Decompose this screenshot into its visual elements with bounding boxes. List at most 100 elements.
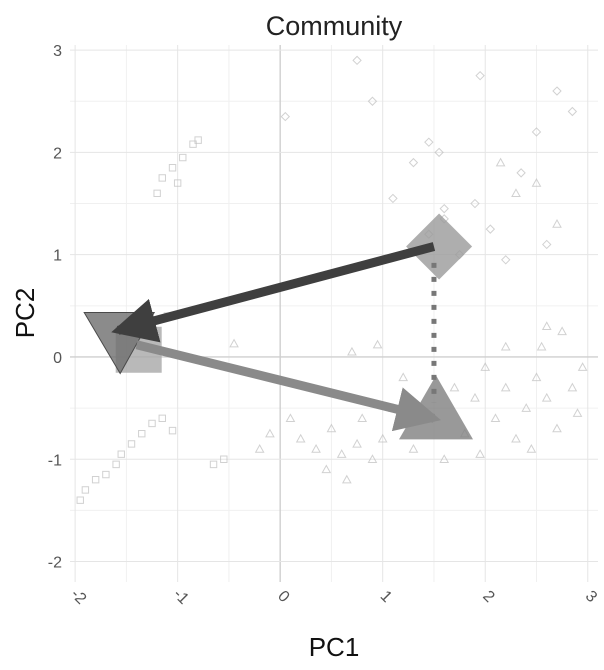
- point-square: [153, 189, 161, 198]
- point-triangle: [285, 413, 296, 423]
- point-triangle: [321, 464, 332, 474]
- point-diamond: [475, 70, 485, 81]
- point-triangle: [341, 474, 352, 484]
- chart-title: Community: [266, 11, 403, 41]
- point-square: [117, 450, 125, 458]
- point-triangle: [526, 443, 537, 453]
- point-square: [112, 460, 120, 469]
- point-square: [168, 164, 177, 172]
- point-triangle: [357, 413, 368, 423]
- point-square: [168, 426, 177, 435]
- point-triangle: [408, 443, 419, 453]
- point-triangle: [311, 443, 321, 453]
- point-square: [148, 419, 156, 428]
- point-triangle: [367, 454, 378, 463]
- point-square: [220, 455, 228, 463]
- y-tick-label: -1: [48, 452, 62, 469]
- point-diamond: [485, 224, 496, 234]
- point-square: [209, 460, 218, 469]
- point-square: [189, 140, 197, 148]
- point-triangle: [541, 392, 552, 402]
- point-triangle: [254, 443, 265, 453]
- x-tick-label: 3: [582, 588, 600, 606]
- point-diamond: [367, 96, 378, 106]
- point-square: [173, 179, 182, 187]
- point-triangle: [495, 157, 506, 167]
- point-triangle: [500, 341, 511, 351]
- centroid-triangle-up: [399, 375, 474, 440]
- point-square: [194, 136, 202, 144]
- y-axis-title: PC2: [10, 288, 40, 339]
- centroid-diamond: [406, 213, 473, 280]
- point-triangle: [265, 428, 275, 438]
- point-diamond: [434, 147, 444, 158]
- point-diamond: [542, 239, 552, 250]
- point-square: [102, 470, 110, 479]
- x-axis-ticks: -2 -1 0 1 2 3: [67, 586, 600, 608]
- y-tick-label: 1: [53, 248, 62, 265]
- point-triangle: [480, 362, 491, 371]
- point-square: [138, 429, 146, 438]
- point-square: [127, 440, 136, 448]
- point-triangle: [557, 326, 567, 336]
- trajectory-arrow: [111, 242, 436, 343]
- point-triangle: [372, 339, 383, 349]
- point-diamond: [408, 157, 419, 168]
- point-triangle: [531, 372, 542, 382]
- point-diamond: [531, 127, 542, 137]
- point-triangle: [552, 218, 562, 228]
- y-axis-ticks: -2 -1 0 1 2 3: [48, 43, 62, 571]
- trajectory-arrows: [111, 242, 441, 432]
- point-diamond: [501, 255, 511, 265]
- y-tick-label: -2: [48, 555, 62, 572]
- x-tick-label: 0: [274, 588, 292, 606]
- point-diamond: [470, 198, 480, 209]
- point-triangle: [449, 382, 460, 392]
- point-square: [158, 174, 166, 182]
- point-triangle: [511, 188, 521, 198]
- x-tick-label: 1: [377, 588, 395, 606]
- observation-points: [76, 55, 588, 504]
- point-triangle: [347, 346, 357, 356]
- point-triangle: [470, 392, 480, 402]
- point-triangle: [577, 362, 588, 371]
- point-triangle: [229, 338, 239, 348]
- point-triangle: [398, 372, 409, 382]
- point-triangle: [475, 449, 485, 458]
- point-square: [91, 476, 100, 484]
- point-square: [179, 153, 187, 162]
- x-tick-label: -2: [67, 586, 89, 608]
- point-triangle: [439, 454, 450, 463]
- point-diamond: [439, 203, 449, 214]
- point-triangle: [490, 413, 501, 423]
- point-diamond: [552, 86, 562, 96]
- y-tick-label: 2: [53, 145, 62, 162]
- point-triangle: [536, 341, 547, 351]
- point-diamond: [516, 168, 526, 178]
- point-triangle: [336, 449, 347, 458]
- point-triangle: [326, 423, 337, 433]
- point-diamond: [388, 193, 398, 204]
- point-triangle: [572, 408, 583, 417]
- point-diamond: [280, 111, 291, 122]
- point-diamond: [352, 55, 362, 66]
- point-triangle: [567, 382, 578, 392]
- point-triangle: [352, 438, 362, 448]
- point-triangle: [500, 382, 511, 392]
- x-axis-title: PC1: [309, 632, 360, 662]
- point-triangle: [552, 423, 562, 433]
- trajectory-arrow: [135, 340, 441, 432]
- point-square: [158, 414, 166, 423]
- y-tick-label: 0: [53, 350, 62, 367]
- point-triangle: [295, 433, 306, 443]
- point-triangle: [377, 433, 388, 443]
- y-tick-label: 3: [53, 43, 62, 60]
- x-tick-label: 2: [479, 588, 497, 606]
- point-triangle: [511, 433, 521, 443]
- grid: [70, 45, 598, 582]
- point-square: [81, 486, 90, 494]
- point-square: [76, 496, 84, 504]
- point-triangle: [521, 403, 532, 412]
- x-tick-label: -1: [170, 586, 192, 608]
